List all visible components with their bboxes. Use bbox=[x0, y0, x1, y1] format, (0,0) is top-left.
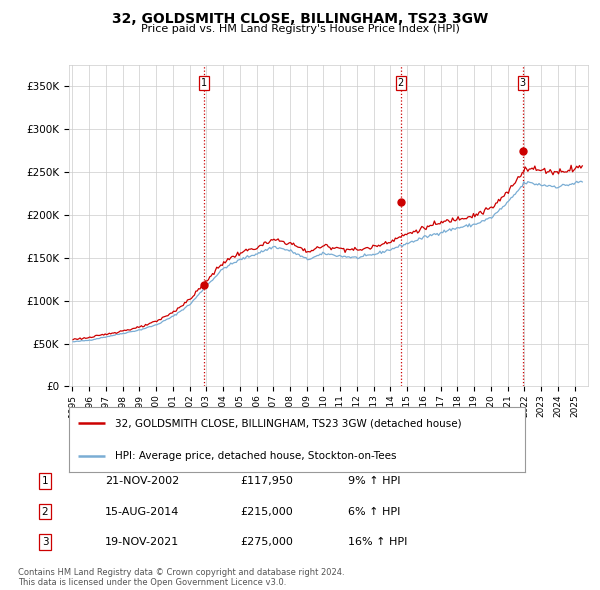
Text: 1: 1 bbox=[41, 476, 49, 486]
Text: £117,950: £117,950 bbox=[240, 476, 293, 486]
Text: 32, GOLDSMITH CLOSE, BILLINGHAM, TS23 3GW: 32, GOLDSMITH CLOSE, BILLINGHAM, TS23 3G… bbox=[112, 12, 488, 26]
Text: 6% ↑ HPI: 6% ↑ HPI bbox=[348, 507, 400, 516]
Text: 9% ↑ HPI: 9% ↑ HPI bbox=[348, 476, 401, 486]
Text: 19-NOV-2021: 19-NOV-2021 bbox=[105, 537, 179, 547]
Text: 1: 1 bbox=[202, 78, 208, 87]
Text: 15-AUG-2014: 15-AUG-2014 bbox=[105, 507, 179, 516]
Text: 21-NOV-2002: 21-NOV-2002 bbox=[105, 476, 179, 486]
Text: Price paid vs. HM Land Registry's House Price Index (HPI): Price paid vs. HM Land Registry's House … bbox=[140, 24, 460, 34]
Text: 16% ↑ HPI: 16% ↑ HPI bbox=[348, 537, 407, 547]
Text: 3: 3 bbox=[520, 78, 526, 87]
Text: Contains HM Land Registry data © Crown copyright and database right 2024.
This d: Contains HM Land Registry data © Crown c… bbox=[18, 568, 344, 587]
Text: £215,000: £215,000 bbox=[240, 507, 293, 516]
Text: HPI: Average price, detached house, Stockton-on-Tees: HPI: Average price, detached house, Stoc… bbox=[115, 451, 396, 461]
Text: 2: 2 bbox=[41, 507, 49, 516]
Text: 2: 2 bbox=[398, 78, 404, 87]
Text: 3: 3 bbox=[41, 537, 49, 547]
Text: £275,000: £275,000 bbox=[240, 537, 293, 547]
Text: 32, GOLDSMITH CLOSE, BILLINGHAM, TS23 3GW (detached house): 32, GOLDSMITH CLOSE, BILLINGHAM, TS23 3G… bbox=[115, 418, 461, 428]
